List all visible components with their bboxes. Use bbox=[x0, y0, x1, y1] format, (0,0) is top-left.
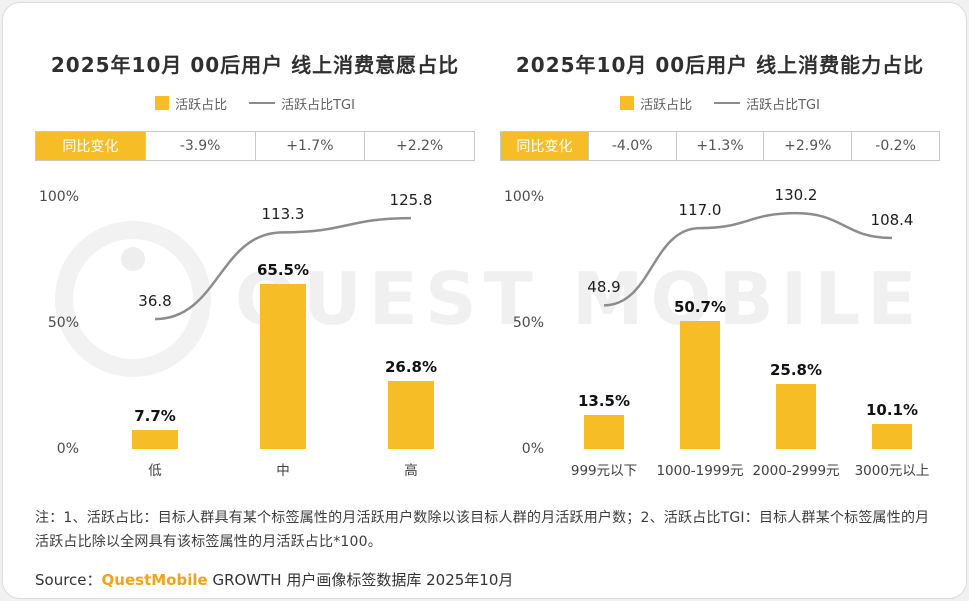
bar-slot: 7.7% 低 bbox=[91, 197, 219, 479]
chart-title: 2025年10月 00后用户 线上消费能力占比 bbox=[515, 53, 925, 77]
bar-value-label: 26.8% bbox=[384, 358, 438, 377]
tgi-value-label: 125.8 bbox=[389, 191, 433, 210]
bar-slot: 13.5% 999元以下 bbox=[556, 197, 652, 479]
legend-label: 活跃占比 bbox=[175, 97, 228, 113]
tgi-value-label: 130.2 bbox=[774, 186, 818, 205]
x-axis-label: 中 bbox=[276, 463, 290, 479]
bar-swatch-icon bbox=[620, 96, 635, 110]
bar bbox=[776, 383, 816, 449]
bar-value-label: 10.1% bbox=[865, 400, 919, 419]
x-axis-label: 高 bbox=[404, 463, 418, 479]
source-label: Source： bbox=[35, 570, 102, 589]
chart-title: 2025年10月 00后用户 线上消费意愿占比 bbox=[50, 53, 460, 77]
y-axis: 100% 50% 0% bbox=[35, 189, 91, 457]
tgi-line bbox=[154, 216, 412, 321]
yoy-value-cell: +2.2% bbox=[364, 132, 474, 160]
bar bbox=[584, 414, 624, 449]
legend: 活跃占比 活跃占比TGI bbox=[35, 94, 475, 113]
bar-slots: 7.7% 低 65.5% 中 26.8% 高 bbox=[91, 197, 475, 479]
bar-value-label: 13.5% bbox=[577, 391, 631, 410]
x-axis-label: 1000-1999元 bbox=[656, 463, 744, 479]
bar bbox=[680, 321, 720, 449]
yoy-value-cell: -0.2% bbox=[851, 132, 939, 160]
footnote: 注：1、活跃占比：目标人群具有某个标签属性的月活跃用户数除以该目标人群的月活跃用… bbox=[35, 510, 930, 550]
bar bbox=[260, 283, 306, 449]
bar bbox=[388, 381, 434, 449]
tgi-value-label: 48.9 bbox=[587, 278, 621, 297]
bar-slot: 10.1% 3000元以上 bbox=[844, 197, 940, 479]
x-axis-label: 2000-2999元 bbox=[752, 463, 840, 479]
y-axis-tick: 100% bbox=[503, 189, 544, 205]
bar-value-label: 65.5% bbox=[256, 260, 310, 279]
legend-label: 活跃占比TGI bbox=[281, 97, 355, 113]
chart-area: 100% 50% 0% 13.5% 999元以下 50.7% 1000-1999元 25.8… bbox=[500, 186, 940, 479]
line-swatch-icon bbox=[249, 102, 276, 104]
legend-item-bar: 活跃占比 bbox=[155, 94, 227, 113]
plot-area: 7.7% 低 65.5% 中 26.8% 高 36.8 113.3 125.8 bbox=[91, 191, 475, 479]
tgi-value-label: 117.0 bbox=[678, 201, 722, 220]
tgi-value-label: 108.4 bbox=[870, 210, 914, 229]
yoy-value-cell: -3.9% bbox=[144, 132, 255, 160]
y-axis: 100% 50% 0% bbox=[500, 189, 556, 457]
legend-item-line: 活跃占比TGI bbox=[714, 94, 820, 113]
legend-label: 活跃占比TGI bbox=[746, 97, 820, 113]
chart-area: 100% 50% 0% 7.7% 低 65.5% 中 26.8% 高 36.8 113.3 125.… bbox=[35, 189, 475, 479]
yoy-label-cell: 同比变化 bbox=[36, 132, 145, 160]
yoy-value-cell: +1.3% bbox=[675, 132, 764, 160]
x-axis-label: 3000元以上 bbox=[854, 463, 930, 479]
legend-item-bar: 活跃占比 bbox=[620, 94, 692, 113]
bar-slots: 13.5% 999元以下 50.7% 1000-1999元 25.8% 2000-2999… bbox=[556, 197, 940, 479]
bar-swatch-icon bbox=[155, 96, 170, 110]
source-rest: GROWTH 用户画像标签数据库 2025年10月 bbox=[207, 570, 514, 589]
tgi-value-label: 113.3 bbox=[261, 205, 305, 224]
bar bbox=[872, 423, 912, 449]
plot-area: 13.5% 999元以下 50.7% 1000-1999元 25.8% 2000-2999… bbox=[556, 186, 940, 479]
source-line: Source：QuestMobile GROWTH 用户画像标签数据库 2025… bbox=[35, 569, 934, 590]
bar bbox=[132, 429, 178, 449]
bar-value-label: 50.7% bbox=[673, 298, 727, 317]
y-axis-tick: 50% bbox=[512, 315, 544, 331]
y-axis-tick: 50% bbox=[47, 315, 79, 331]
tgi-line bbox=[603, 211, 893, 307]
line-swatch-icon bbox=[714, 102, 741, 104]
tgi-line-path bbox=[154, 216, 412, 321]
y-axis-tick: 0% bbox=[56, 441, 79, 457]
chart-panel-consumption-willingness: 2025年10月 00后用户 线上消费意愿占比 活跃占比 活跃占比TGI 同比变… bbox=[35, 53, 475, 479]
yoy-change-table: 同比变化 -4.0% +1.3% +2.9% -0.2% bbox=[500, 131, 940, 161]
legend-item-line: 活跃占比TGI bbox=[249, 94, 355, 113]
legend-label: 活跃占比 bbox=[640, 97, 693, 113]
yoy-value-cell: +2.9% bbox=[763, 132, 851, 160]
source-brand: QuestMobile bbox=[101, 570, 208, 589]
legend: 活跃占比 活跃占比TGI bbox=[500, 94, 940, 113]
yoy-change-table: 同比变化 -3.9% +1.7% +2.2% bbox=[35, 131, 475, 161]
x-axis-label: 低 bbox=[148, 463, 162, 479]
yoy-label-cell: 同比变化 bbox=[501, 132, 588, 160]
bar-slot: 65.5% 中 bbox=[219, 197, 347, 479]
tgi-line-path bbox=[603, 211, 893, 307]
bar-slot: 25.8% 2000-2999元 bbox=[748, 197, 844, 479]
bar-value-label: 25.8% bbox=[769, 360, 823, 379]
yoy-value-cell: +1.7% bbox=[254, 132, 365, 160]
bar-value-label: 7.7% bbox=[134, 406, 176, 425]
yoy-value-cell: -4.0% bbox=[587, 132, 676, 160]
bar-slot: 26.8% 高 bbox=[347, 197, 475, 479]
x-axis-label: 999元以下 bbox=[570, 463, 638, 479]
tgi-value-label: 36.8 bbox=[138, 292, 172, 311]
chart-panels: 2025年10月 00后用户 线上消费意愿占比 活跃占比 活跃占比TGI 同比变… bbox=[35, 53, 940, 479]
y-axis-tick: 100% bbox=[38, 189, 79, 205]
chart-panel-consumption-ability: 2025年10月 00后用户 线上消费能力占比 活跃占比 活跃占比TGI 同比变… bbox=[500, 53, 940, 479]
bar-slot: 50.7% 1000-1999元 bbox=[652, 197, 748, 479]
content: 2025年10月 00后用户 线上消费意愿占比 活跃占比 活跃占比TGI 同比变… bbox=[3, 3, 966, 590]
y-axis-tick: 0% bbox=[521, 441, 544, 457]
